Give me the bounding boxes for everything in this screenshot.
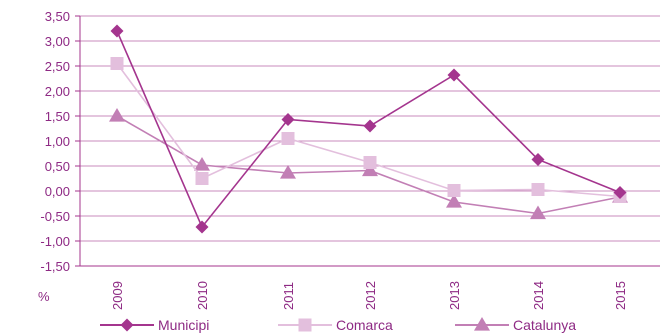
legend-label-catalunya: Catalunya — [513, 317, 576, 333]
data-point-comarca — [110, 57, 124, 70]
x-tick-label: 2011 — [281, 282, 296, 310]
data-point-comarca — [363, 156, 377, 169]
data-point-catalunya — [530, 205, 546, 220]
data-point-municipi — [613, 186, 627, 199]
y-tick-label: 1,00 — [45, 134, 70, 149]
data-point-comarca — [531, 183, 545, 196]
data-point-municipi — [281, 113, 295, 126]
legend: Municipi Comarca Catalunya — [100, 317, 576, 333]
legend-label-comarca: Comarca — [336, 317, 393, 333]
legend-label-municipi: Municipi — [158, 317, 209, 333]
x-tick-label: 2012 — [363, 281, 378, 310]
y-tick-label: 2,50 — [45, 59, 70, 74]
y-tick-labels: 3,50 3,00 2,50 2,00 1,50 1,00 0,50 0,00 -0,50 -1,… — [40, 9, 70, 274]
axes — [75, 15, 660, 267]
y-tick-label: 3,00 — [45, 34, 70, 49]
data-point-catalunya — [194, 157, 210, 171]
data-point-municipi — [363, 119, 377, 133]
x-tick-label: 2009 — [110, 281, 125, 310]
y-tick-label: 1,50 — [45, 109, 70, 124]
data-point-municipi — [195, 220, 209, 234]
data-point-catalunya — [280, 165, 296, 179]
data-point-municipi — [531, 153, 545, 166]
x-tick-label: 2015 — [613, 281, 628, 310]
y-tick-label: 3,50 — [45, 9, 70, 24]
y-tick-label: 0,00 — [45, 184, 70, 199]
data-point-municipi — [110, 24, 124, 38]
y-tick-label: -1,50 — [40, 259, 70, 274]
data-point-municipi — [447, 68, 461, 82]
y-tick-label: 2,00 — [45, 84, 70, 99]
data-point-catalunya — [446, 194, 462, 208]
x-tick-label: 2010 — [195, 281, 210, 310]
series-lines — [109, 24, 628, 234]
legend-marker-municipi — [120, 318, 134, 332]
legend-marker-comarca — [298, 318, 312, 332]
series-catalunya — [109, 108, 628, 220]
data-point-comarca — [447, 184, 461, 197]
series-municipi — [110, 24, 627, 234]
x-tick-label: 2013 — [447, 281, 462, 310]
data-point-catalunya — [109, 108, 125, 122]
grid-lines — [80, 15, 660, 267]
data-point-comarca — [281, 132, 295, 145]
y-tick-label: -0,50 — [40, 209, 70, 224]
y-axis-label: % — [38, 289, 50, 304]
legend-item-comarca: Comarca — [278, 317, 393, 333]
legend-item-catalunya: Catalunya — [455, 317, 576, 333]
data-point-comarca — [195, 172, 209, 185]
series-comarca — [110, 57, 627, 203]
x-tick-labels: 2009 2010 2011 2012 2013 2014 2015 — [110, 281, 628, 310]
y-tick-label: 0,50 — [45, 159, 70, 174]
legend-item-municipi: Municipi — [100, 317, 209, 333]
y-tick-label: -1,00 — [40, 234, 70, 249]
data-point-catalunya — [362, 162, 378, 177]
x-tick-label: 2014 — [531, 281, 546, 310]
legend-marker-catalunya — [474, 317, 490, 331]
